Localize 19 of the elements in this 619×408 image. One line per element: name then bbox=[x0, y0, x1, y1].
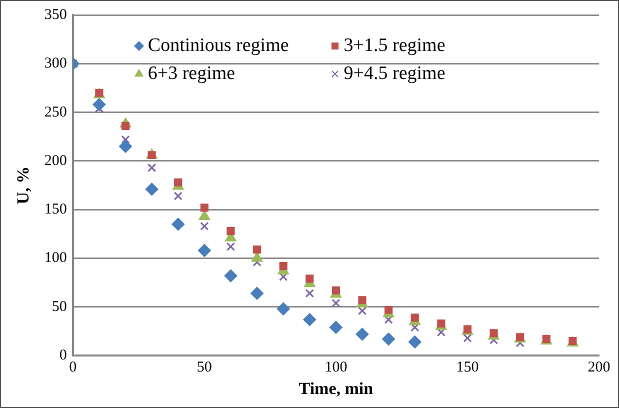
y-tick-label: 350 bbox=[44, 6, 67, 23]
y-axis-title: U, % bbox=[14, 166, 33, 204]
x-axis-title: Time, min bbox=[298, 379, 374, 398]
legend-label: 9+4.5 regime bbox=[344, 63, 446, 85]
y-tick-label: 50 bbox=[52, 298, 67, 315]
x-tick-label: 50 bbox=[196, 360, 212, 376]
x-tick-label: 150 bbox=[456, 360, 479, 376]
y-tick-label: 0 bbox=[59, 348, 67, 364]
y-tick-label: 150 bbox=[44, 202, 67, 218]
y-tick-label: 200 bbox=[44, 152, 67, 169]
legend-label: Continious regime bbox=[148, 35, 289, 57]
legend-label: 6+3 regime bbox=[148, 63, 236, 85]
x-tick-label: 0 bbox=[69, 360, 77, 376]
x-tick-label: 100 bbox=[324, 360, 348, 376]
y-tick-label: 250 bbox=[44, 104, 67, 120]
y-tick-label: 300 bbox=[44, 56, 67, 72]
x-tick-label: 200 bbox=[588, 360, 610, 376]
y-tick-label: 100 bbox=[44, 250, 67, 266]
legend-label: 3+1.5 regime bbox=[344, 35, 446, 57]
